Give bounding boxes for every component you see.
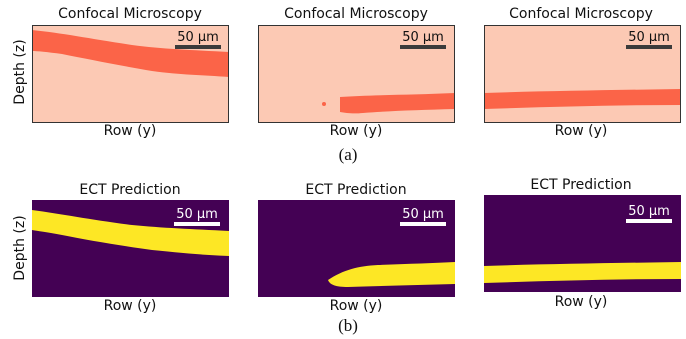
- panel-a2-title: Confocal Microscopy: [284, 6, 428, 22]
- panel-b2-title: ECT Prediction: [305, 182, 407, 198]
- panel-a3-frame: [484, 25, 681, 123]
- panel-a1-fiber: [32, 30, 229, 77]
- caption-b: (b): [338, 316, 358, 335]
- panel-a1-ylabel: Depth (z): [12, 39, 28, 105]
- panel-a1-title: Confocal Microscopy: [58, 6, 202, 22]
- panel-b2-xlabel: Row (y): [329, 298, 383, 314]
- panel-b1-image: 50 µm: [32, 200, 229, 297]
- panel-b1-fiber: [32, 210, 229, 256]
- panel-b3-scalebar-label: 50 µm: [628, 204, 670, 219]
- panel-a2-image: 50 µm: [258, 25, 455, 123]
- panel-a1-image: 50 µm: [32, 25, 229, 123]
- panel-a2-xlabel: Row (y): [329, 123, 383, 139]
- panel-b1-ylabel: Depth (z): [12, 215, 28, 281]
- panel-a3-scalebar-label: 50 µm: [628, 30, 670, 45]
- caption-a: (a): [338, 145, 358, 164]
- panel-a1-frame: [32, 25, 229, 123]
- panel-b3-title: ECT Prediction: [530, 177, 632, 193]
- panel-a3-xlabel: Row (y): [554, 123, 608, 139]
- panel-b1-xlabel: Row (y): [103, 298, 157, 314]
- panel-a1-scalebar-label: 50 µm: [177, 30, 219, 45]
- panel-b3-image: 50 µm: [484, 195, 681, 292]
- panel-a2-scalebar-label: 50 µm: [402, 30, 444, 45]
- panel-b2-fiber: [328, 262, 455, 287]
- panel-a2-speck: [322, 102, 326, 106]
- panel-b2-image: 50 µm: [258, 200, 455, 297]
- panel-b3-fiber: [484, 262, 681, 283]
- panel-a2-frame: [258, 25, 455, 123]
- panel-a3-title: Confocal Microscopy: [509, 6, 653, 22]
- panel-b1-title: ECT Prediction: [79, 182, 181, 198]
- panel-a1-xlabel: Row (y): [103, 123, 157, 139]
- panel-b3-xlabel: Row (y): [554, 294, 608, 310]
- panel-a3-fiber: [484, 89, 681, 109]
- panel-a2-fiber: [340, 93, 455, 114]
- panel-b2-scalebar-label: 50 µm: [402, 207, 444, 222]
- panel-b1-scalebar-label: 50 µm: [176, 207, 218, 222]
- panel-a3-image: 50 µm: [484, 25, 681, 123]
